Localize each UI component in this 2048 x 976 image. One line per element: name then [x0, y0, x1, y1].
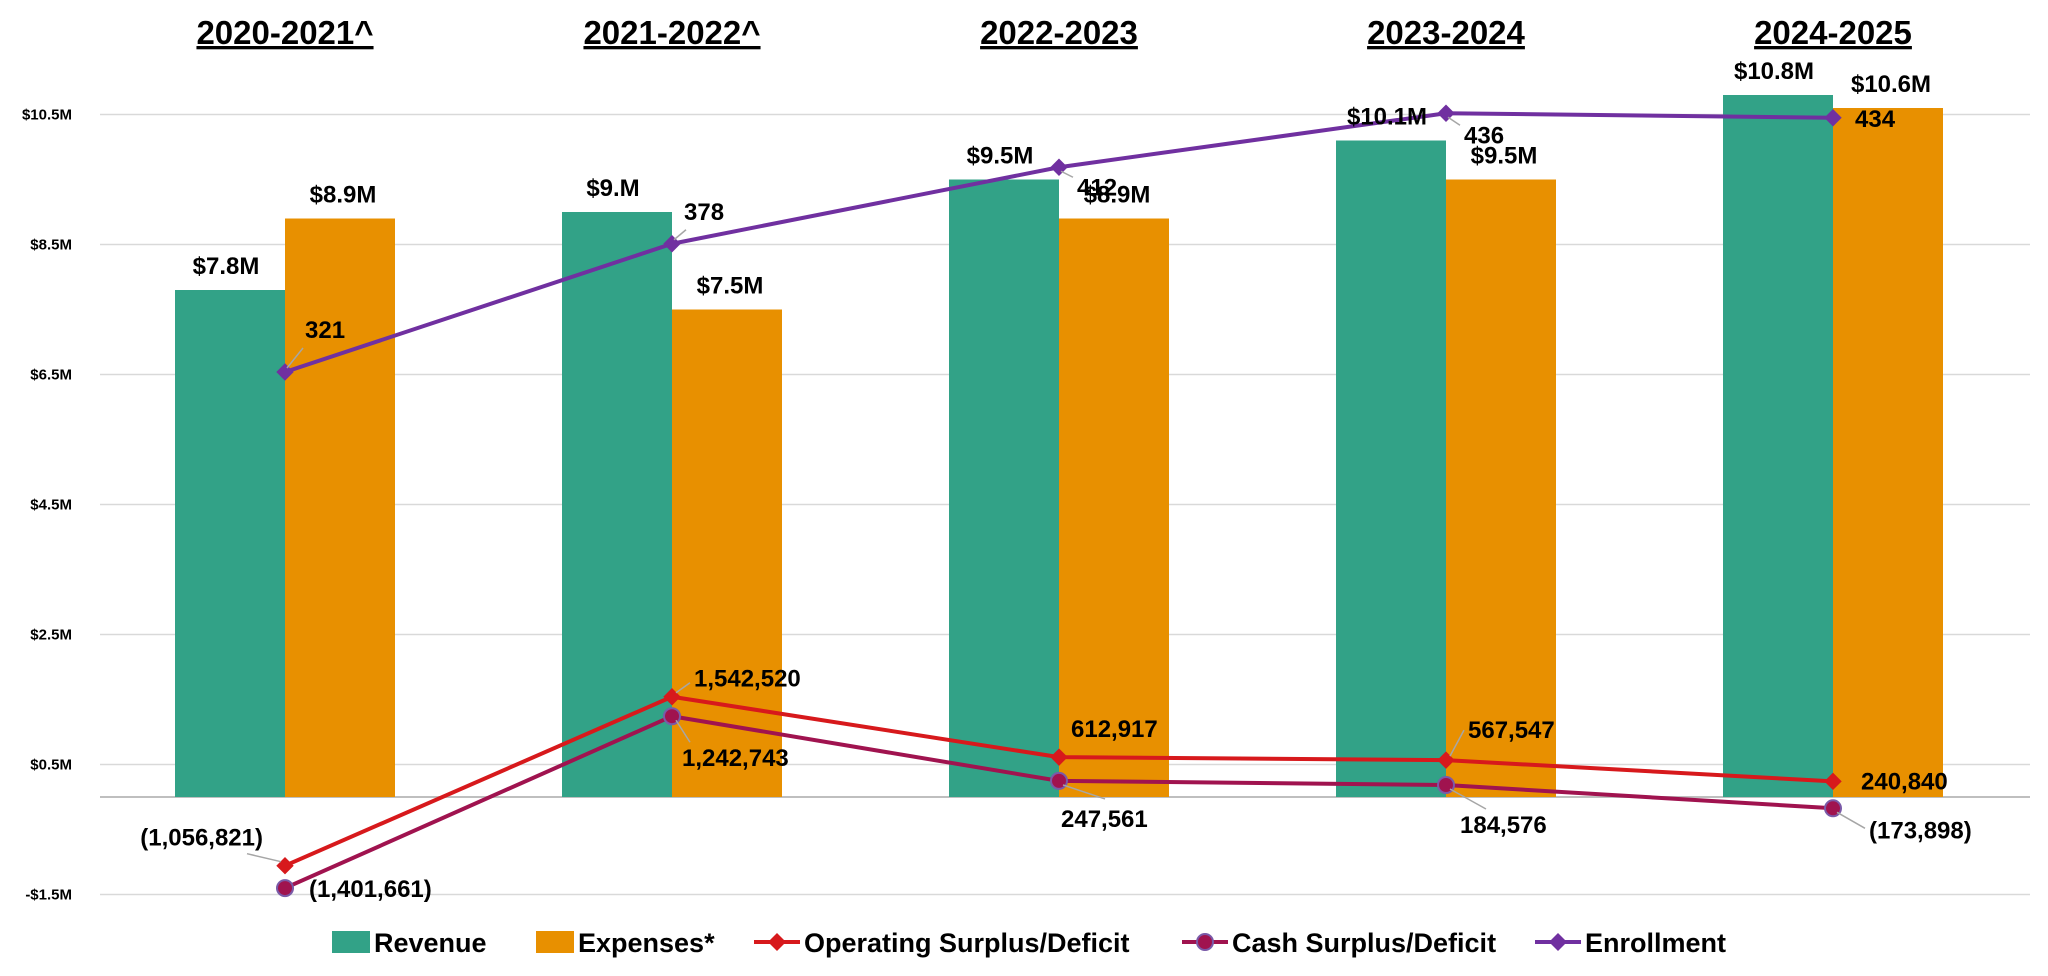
y-tick-label: -$1.5M [25, 887, 72, 904]
cash-surplus-data-label: 247,561 [1061, 806, 1148, 833]
y-tick-label: $10.5M [22, 107, 72, 124]
data-labels: $7.8M $9.M $9.5M $10.1M $10.8M $8.9M $7.5M $8.9… [140, 58, 1972, 903]
revenue-data-label: $7.8M [193, 253, 260, 280]
revenue-bar [175, 290, 285, 797]
legend-label: Expenses* [578, 928, 715, 958]
enrollment-marker [1437, 104, 1455, 122]
leader-line [286, 347, 304, 369]
revenue-data-label: $10.1M [1347, 104, 1427, 131]
operating-surplus-data-label: 567,547 [1468, 717, 1555, 744]
revenue-data-label: $9.M [586, 175, 639, 202]
operating-surplus-data-label: 1,542,520 [694, 666, 801, 693]
operating-surplus-data-label: (1,056,821) [140, 825, 263, 852]
legend-enrollment: Enrollment [1535, 928, 1726, 958]
revenue-bar [562, 212, 672, 797]
revenue-bar [1336, 140, 1446, 797]
leader-line [675, 719, 691, 743]
bars [175, 95, 1943, 797]
leader-line [1449, 729, 1465, 757]
legend-label: Enrollment [1585, 928, 1726, 958]
legend-revenue: Revenue [332, 928, 487, 958]
cash-surplus-data-label: 1,242,743 [682, 745, 789, 772]
enrollment-marker [663, 235, 681, 253]
enrollment-marker [276, 363, 294, 381]
expenses-bar [1446, 179, 1556, 797]
operating-surplus-data-label: 240,840 [1861, 768, 1948, 795]
expenses-data-label: $9.5M [1471, 143, 1538, 170]
period-label: 2023-2024 [1367, 14, 1525, 51]
period-label: 2020-2021^ [196, 14, 373, 51]
cash-surplus-data-label: (173,898) [1869, 817, 1972, 844]
leader-line [1836, 811, 1866, 829]
legend: Revenue Expenses* Operating Surplus/Defici… [332, 928, 1726, 958]
y-tick-label: $6.5M [30, 367, 72, 384]
leader-line [246, 852, 282, 863]
y-tick-label: $2.5M [30, 627, 72, 644]
y-tick-label: $4.5M [30, 497, 72, 514]
revenue-data-label: $10.8M [1734, 58, 1814, 85]
y-tick-label: $8.5M [30, 237, 72, 254]
enrollment-data-label: 378 [684, 199, 724, 226]
lines [276, 104, 1842, 898]
operating-surplus-marker [1824, 772, 1842, 791]
expenses-data-label: $7.5M [697, 273, 764, 300]
expenses-data-label: $10.6M [1851, 71, 1931, 98]
legend-swatch [332, 931, 370, 953]
enrollment-data-label: 436 [1464, 122, 1504, 149]
enrollment-marker [1050, 158, 1068, 176]
expenses-bar [672, 309, 782, 797]
operating-surplus-marker [1050, 748, 1068, 766]
revenue-data-label: $9.5M [967, 143, 1034, 170]
legend-marker [1196, 933, 1214, 951]
leader-line [1449, 788, 1487, 810]
legend-label: Cash Surplus/Deficit [1232, 928, 1496, 958]
cash-surplus-data-label: 184,576 [1460, 812, 1547, 839]
revenue-bar [949, 179, 1059, 797]
enrollment-data-label: 412 [1077, 174, 1117, 201]
legend-marker [768, 933, 786, 951]
operating-surplus-data-label: 612,917 [1071, 716, 1158, 743]
cash-surplus-marker [276, 879, 294, 898]
period-labels: 2020-2021^ 2021-2022^ 2022-2023 2023-2024 20… [196, 14, 1911, 51]
operating-surplus-marker [276, 856, 294, 875]
leader-line [1060, 170, 1074, 178]
cash-surplus-marker [1050, 771, 1068, 790]
legend-marker [1549, 933, 1567, 951]
expenses-data-label: $8.9M [310, 182, 377, 209]
leader-line [1062, 784, 1106, 800]
expenses-bar [1833, 108, 1943, 797]
enrollment-data-label: 321 [305, 317, 345, 344]
leader-line [675, 682, 691, 694]
period-label: 2022-2023 [980, 14, 1138, 51]
expenses-bar [1059, 218, 1169, 797]
leader-line [673, 229, 687, 241]
expenses-bar [285, 218, 395, 797]
legend-label: Operating Surplus/Deficit [804, 928, 1130, 958]
period-label: 2024-2025 [1754, 14, 1912, 51]
y-tick-label: $0.5M [30, 757, 72, 774]
leader-line [1447, 116, 1461, 126]
revenue-bar [1723, 95, 1833, 797]
enrollment-marker [1824, 109, 1842, 127]
legend-swatch [536, 931, 574, 953]
y-axis-ticks: -$1.5M $0.5M $2.5M $4.5M $6.5M $8.5M $10.5M [22, 107, 72, 904]
legend-cash-surplus: Cash Surplus/Deficit [1182, 928, 1496, 958]
period-label: 2021-2022^ [583, 14, 760, 51]
expenses-data-label: $8.9M [1084, 182, 1151, 209]
legend-expenses: Expenses* [536, 928, 715, 958]
cash-surplus-data-label: (1,401,661) [309, 876, 432, 903]
legend-operating-surplus: Operating Surplus/Deficit [754, 928, 1130, 958]
legend-label: Revenue [374, 928, 487, 958]
enrollment-data-label: 434 [1855, 106, 1896, 133]
